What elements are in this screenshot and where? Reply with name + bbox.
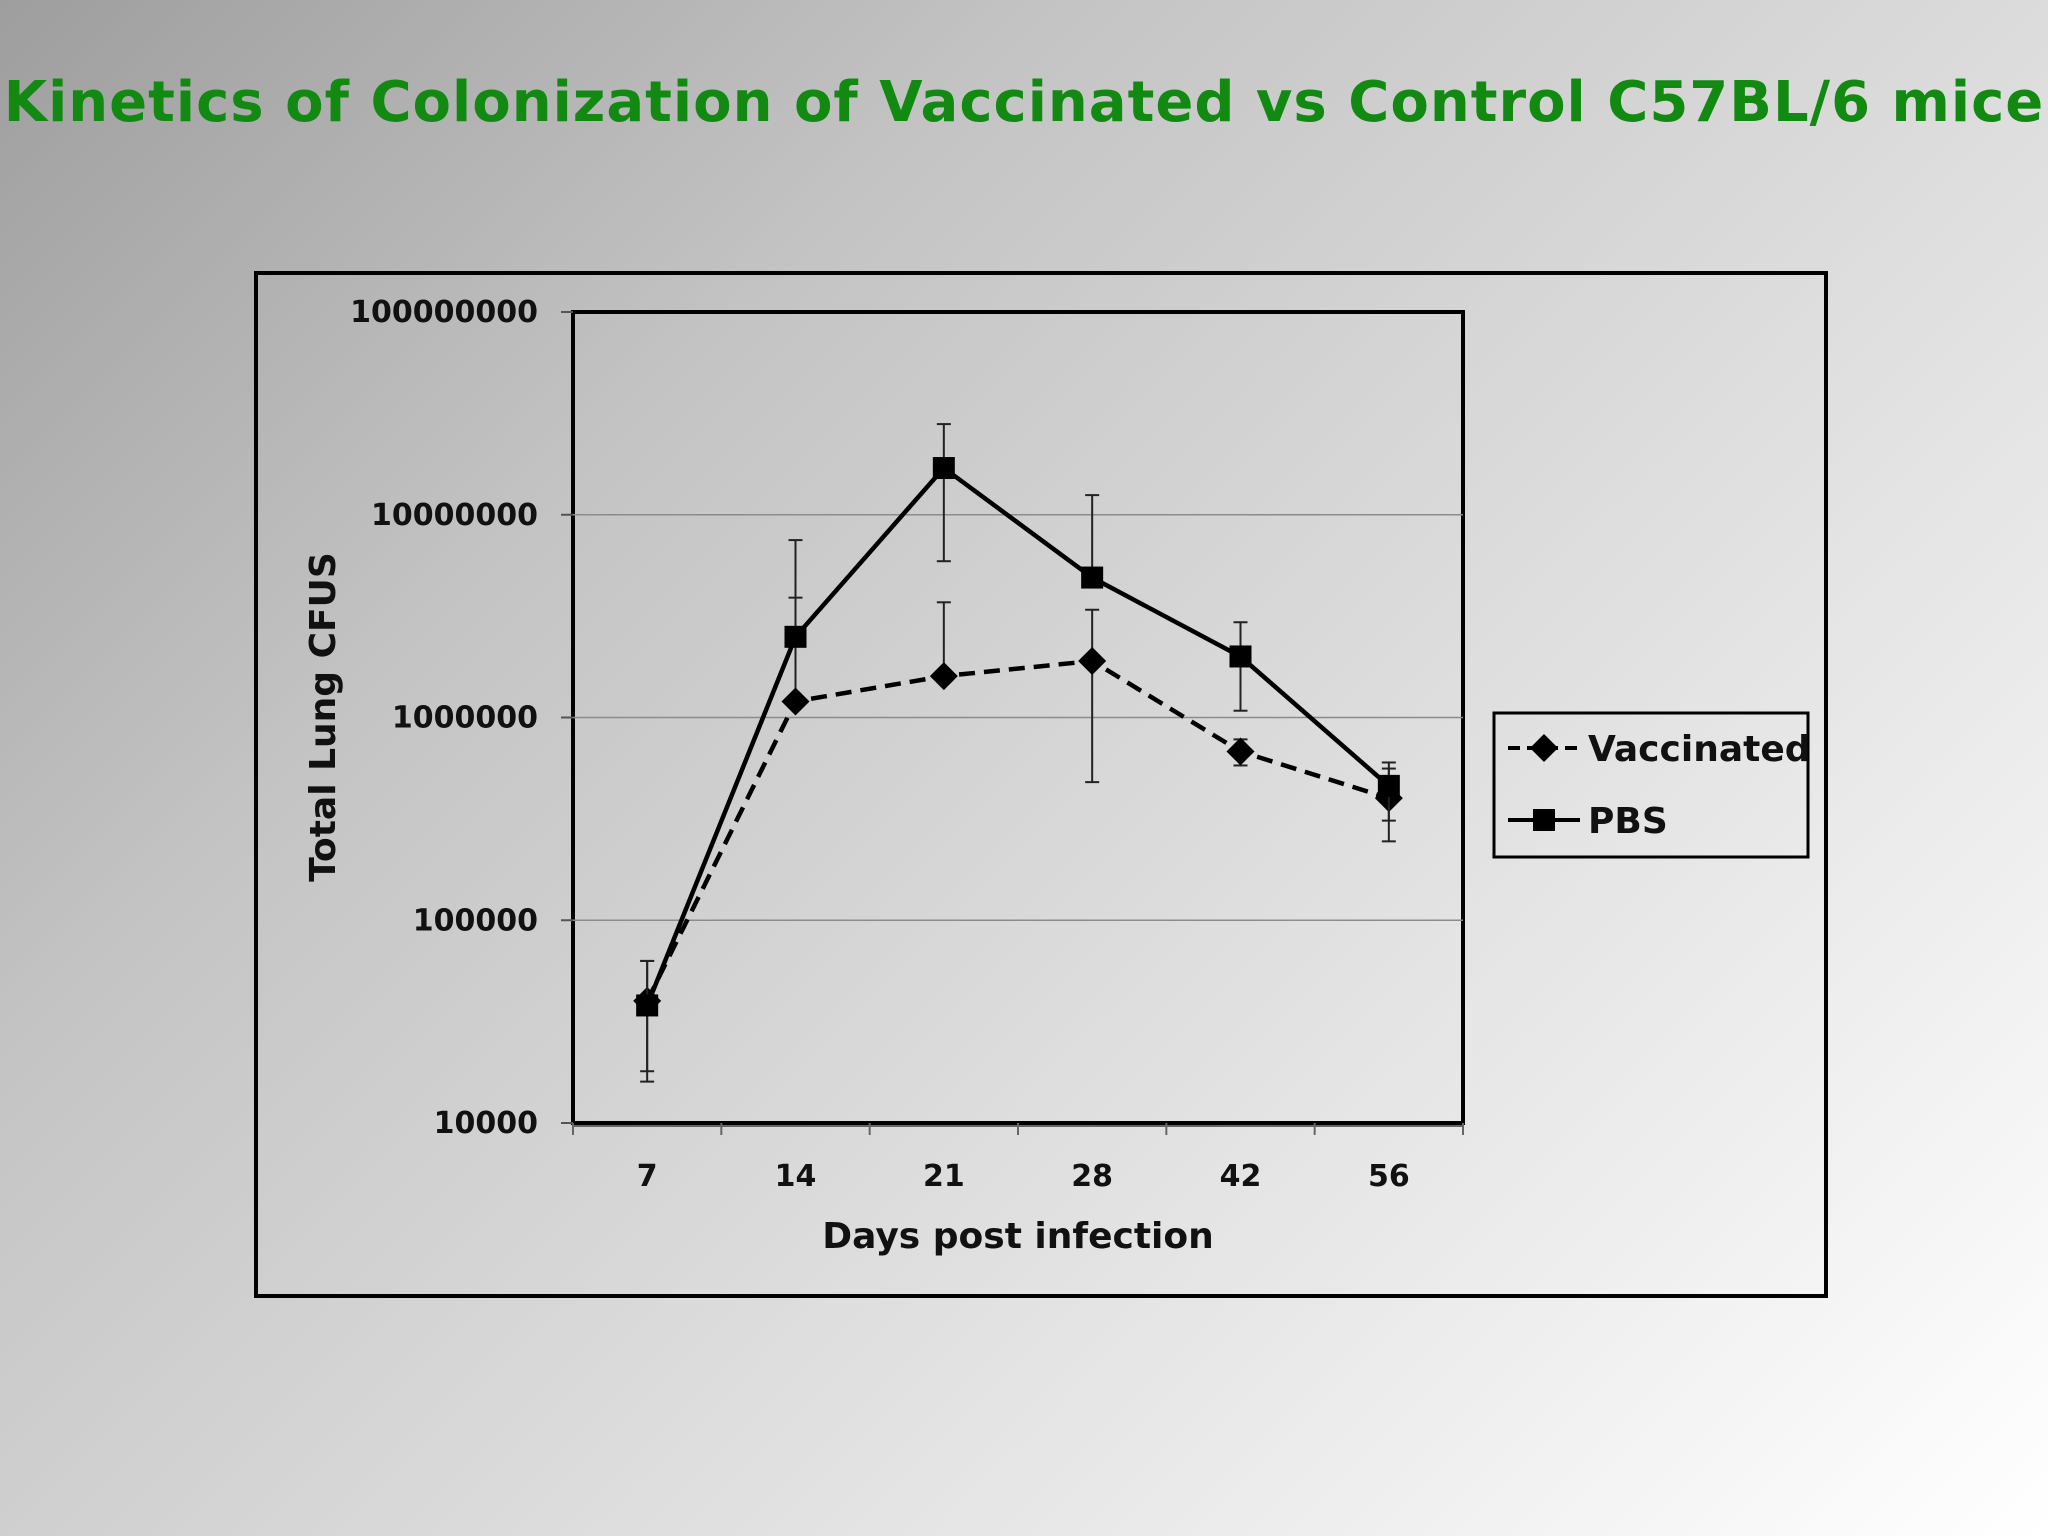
x-axis-title: Days post infection: [822, 1216, 1213, 1257]
legend-marker-vaccinated: [1530, 734, 1558, 762]
series-line: [645, 465, 1391, 1007]
data-point: [781, 687, 810, 716]
x-tick-label: 56: [1368, 1159, 1410, 1194]
y-axis-title: Total Lung CFUS: [303, 552, 344, 882]
series-line: [645, 658, 1390, 1002]
data-point: [1229, 645, 1252, 668]
axes: 10000 100000 1000000 10000000 100000000 7 14 21…: [350, 295, 1464, 1194]
data-point: [1377, 774, 1400, 797]
data-point: [1081, 566, 1104, 589]
x-tick-label: 14: [775, 1159, 817, 1194]
x-tick-label: 42: [1220, 1159, 1262, 1194]
y-tick-label: 10000000: [371, 498, 538, 533]
data-point: [784, 625, 807, 648]
grid-lines: [573, 514, 1463, 921]
data-point: [1226, 737, 1255, 766]
legend-box: [1492, 711, 1810, 859]
chart-frame: [254, 271, 1828, 1298]
y-tick-label: 10000: [434, 1106, 538, 1141]
legend-label-vaccinated: Vaccinated: [1588, 729, 1811, 770]
data-point: [932, 457, 955, 480]
legend-marker-pbs: [1533, 809, 1555, 831]
series: [633, 423, 1403, 1083]
x-tick-label: 21: [923, 1159, 965, 1194]
series-vaccinated: [633, 596, 1403, 1073]
y-tick-label: 100000: [413, 903, 538, 938]
x-tick-label: 7: [637, 1159, 658, 1194]
legend: Vaccinated PBS: [1492, 711, 1811, 859]
data-point: [929, 662, 958, 691]
legend-label-pbs: PBS: [1588, 801, 1668, 842]
slide-title: Kinetics of Colonization of Vaccinated v…: [3, 70, 2045, 135]
y-tick-label: 1000000: [392, 701, 538, 736]
data-point: [1078, 646, 1107, 675]
series-pbs: [636, 423, 1400, 1083]
x-tick-label: 28: [1071, 1159, 1113, 1194]
y-tick-label: 100000000: [350, 295, 538, 330]
data-point: [636, 994, 659, 1017]
